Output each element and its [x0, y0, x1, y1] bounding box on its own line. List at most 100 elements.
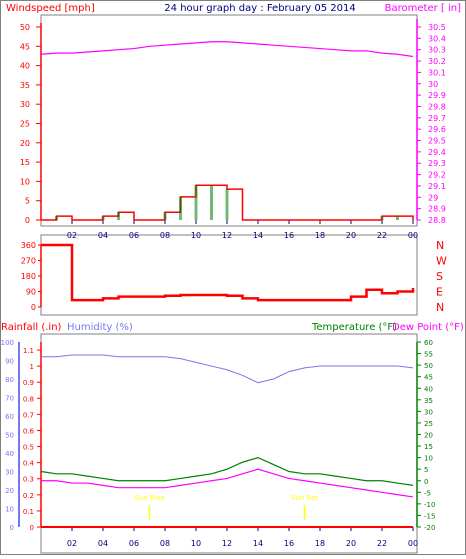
series-layer	[40, 41, 415, 528]
time-tick-label: 08	[160, 539, 170, 548]
barometer-tick-label: 28.9	[428, 205, 446, 214]
direction-panel-frame	[40, 234, 418, 316]
rain-tick-label: 0.7	[23, 411, 34, 419]
time-tick-label: 10	[191, 539, 201, 548]
barometer-tick-label: 29.8	[428, 102, 446, 111]
time-tick-label: 10	[191, 231, 201, 240]
time-tick-label: 14	[253, 539, 263, 548]
direction-tick-label: 0	[31, 303, 36, 312]
temperature-tick-label: 60	[424, 339, 433, 347]
rainfall-axis-title: Rainfall (.in)	[1, 322, 62, 333]
sunset-label: Sun Set	[291, 494, 318, 502]
temperature-tick-label: 35	[424, 397, 433, 405]
rain-tick-label: 0.4	[23, 460, 35, 468]
wind-tick-label: 40	[20, 62, 30, 71]
dewpoint-line	[41, 468, 414, 498]
dewpoint-axis-title: Dew Point (°F)	[392, 322, 464, 333]
time-tick-label: 00	[408, 539, 418, 548]
rain-tick-label: 0.1	[23, 508, 34, 516]
direction-tick-label: 90	[26, 288, 36, 297]
barometer-tick-label: 29.6	[428, 125, 446, 134]
humidity-tick-label: 70	[5, 395, 14, 403]
barometer-line	[40, 41, 414, 58]
humidity-tick-label: 80	[5, 376, 14, 384]
direction-tick-label: 180	[21, 272, 36, 281]
wind-tick-label: 35	[20, 81, 30, 90]
time-tick-label: 18	[315, 539, 325, 548]
rain-tick-label: 1.1	[23, 347, 34, 355]
direction-tick-label: 360	[21, 241, 36, 250]
compass-label: W	[436, 255, 447, 268]
wind-tick-label: 50	[20, 23, 30, 32]
time-tick-label: 04	[98, 231, 108, 240]
humidity-axis-title: Humidity (%)	[67, 322, 133, 333]
temperature-tick-label: -5	[424, 489, 431, 497]
barometer-tick-label: 30	[428, 80, 438, 89]
temperature-tick-label: 10	[424, 455, 433, 463]
chart-title: 24 hour graph day : February 05 2014	[164, 3, 355, 14]
temperature-tick-label: -10	[424, 501, 435, 509]
rain-tick-label: 0.5	[23, 444, 34, 452]
windspeed-bar	[179, 196, 182, 220]
windspeed-bar	[163, 212, 167, 220]
temperature-line	[40, 456, 414, 486]
time-tick-label: 06	[129, 539, 139, 548]
temperature-tick-label: 50	[424, 362, 433, 370]
compass-label: N	[436, 301, 444, 314]
temperature-tick-label: -20	[424, 524, 435, 532]
time-tick-label: 12	[222, 539, 232, 548]
barometer-tick-label: 29.9	[428, 91, 446, 100]
time-tick-label: 20	[346, 539, 356, 548]
windspeed-bar	[225, 189, 229, 220]
barometer-tick-label: 29.3	[428, 159, 446, 168]
barometer-tick-label: 29.1	[428, 182, 446, 191]
time-tick-label: 22	[377, 231, 387, 240]
rain-tick-label: 1	[30, 363, 34, 371]
barometer-tick-label: 30.4	[428, 34, 446, 43]
time-tick-label: 00	[408, 231, 418, 240]
barometer-axis-title: Barometer [ in]	[385, 3, 461, 14]
time-tick-label: 20	[346, 231, 356, 240]
humidity-tick-label: 30	[5, 469, 14, 477]
barometer-tick-label: 29	[428, 193, 438, 202]
temperature-tick-label: 25	[424, 420, 433, 428]
temperature-tick-label: 55	[424, 351, 433, 359]
windspeed-bar	[55, 216, 58, 220]
wind-tick-label: 5	[25, 197, 30, 206]
temperature-tick-label: 5	[424, 466, 428, 474]
temperature-tick-label: 20	[424, 432, 433, 440]
rain-tick-label: 0.3	[23, 476, 34, 484]
axis-ticks-layer: 0510152025303540455028.828.92929.129.229…	[1, 19, 447, 548]
windspeed-bar	[396, 216, 399, 220]
time-tick-label: 04	[98, 539, 108, 548]
wind-direction-line	[41, 243, 415, 302]
compass-label: S	[436, 270, 443, 283]
time-tick-label: 02	[67, 539, 77, 548]
barometer-tick-label: 29.5	[428, 137, 446, 146]
temperature-tick-label: 30	[424, 408, 433, 416]
compass-label: N	[436, 239, 444, 252]
humidity-tick-label: 0	[10, 524, 14, 532]
barometer-tick-label: 29.7	[428, 114, 446, 123]
barometer-tick-label: 30.5	[428, 23, 446, 32]
time-tick-label: 08	[160, 231, 170, 240]
humidity-tick-label: 90	[5, 358, 14, 366]
wind-tick-label: 10	[20, 177, 30, 186]
direction-tick-label: 270	[21, 257, 36, 266]
temperature-tick-label: 15	[424, 443, 433, 451]
barometer-tick-label: 30.2	[428, 57, 446, 66]
temperature-tick-label: 0	[424, 478, 428, 486]
barometer-tick-label: 29.2	[428, 171, 446, 180]
climate-panel-frame	[40, 333, 418, 554]
sunrise-label: Sun Rise	[134, 494, 164, 502]
windspeed-bar	[194, 185, 198, 220]
wind-tick-label: 0	[25, 216, 30, 225]
wind-tick-label: 15	[20, 158, 30, 167]
windspeed-bar	[101, 216, 105, 220]
windspeed-bar	[380, 216, 384, 220]
wind-tick-label: 20	[20, 139, 30, 148]
time-tick-label: 16	[284, 231, 294, 240]
